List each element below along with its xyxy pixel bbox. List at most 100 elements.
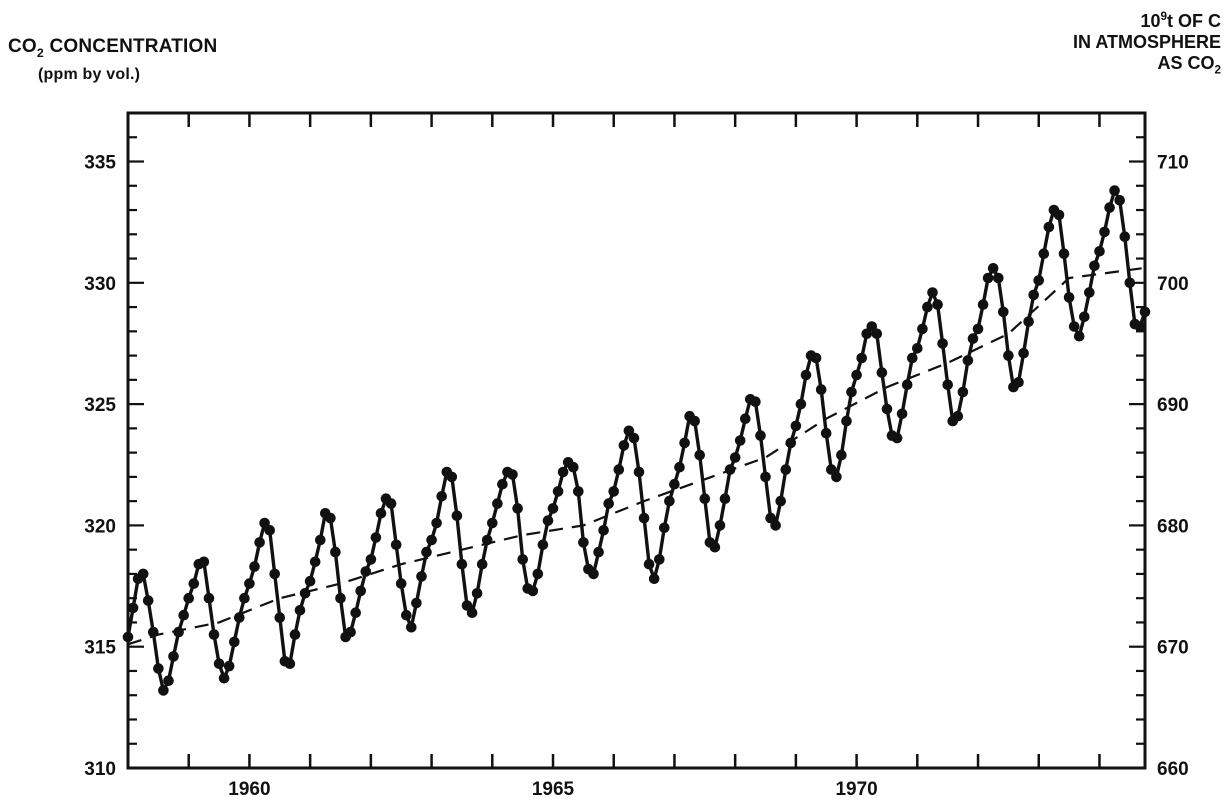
data-point — [775, 495, 786, 507]
data-point — [547, 503, 559, 514]
tick-labels: 1960 1965 1970 310 315 320 325 330 335 660 670 680 6… — [84, 153, 1188, 800]
data-point — [355, 585, 367, 597]
x-tick-label: 1965 — [532, 779, 575, 800]
data-point — [1028, 289, 1039, 301]
data-point — [1043, 221, 1055, 233]
data-point — [755, 430, 766, 441]
data-point — [891, 432, 903, 444]
data-point — [967, 333, 979, 344]
y-tick-label-right: 660 — [1157, 759, 1189, 780]
data-point — [1079, 311, 1090, 323]
data-point — [750, 396, 761, 408]
data-point — [881, 403, 893, 415]
x-tick-label: 1970 — [835, 779, 877, 800]
data-point — [395, 578, 407, 589]
data-point — [846, 386, 857, 398]
right-axis-title: 109t OF C IN ATMOSPHERE AS CO2 — [1072, 10, 1221, 77]
data-point — [223, 660, 235, 672]
data-point — [507, 469, 518, 480]
data-point — [962, 355, 974, 366]
data-point — [512, 503, 523, 514]
data-point — [542, 515, 554, 526]
data-point — [436, 491, 448, 502]
data-point — [593, 546, 604, 558]
data-point — [476, 558, 488, 570]
data-point — [487, 517, 498, 529]
data-point — [613, 464, 625, 475]
axis-ticks — [126, 111, 1145, 770]
data-point — [168, 651, 179, 662]
data-point — [998, 306, 1009, 318]
data-point — [401, 609, 412, 621]
y-tick-label-right: 670 — [1157, 638, 1189, 659]
data-point — [416, 571, 427, 582]
data-point — [173, 626, 184, 638]
data-point — [669, 478, 680, 490]
data-point — [1013, 377, 1024, 388]
data-point — [451, 510, 463, 521]
data-point — [406, 622, 417, 633]
data-point — [218, 672, 230, 684]
data-point — [360, 566, 372, 577]
data-point — [633, 466, 645, 478]
data-point — [876, 367, 888, 378]
data-point — [244, 578, 255, 589]
data-point — [249, 561, 260, 572]
data-point — [1033, 275, 1044, 286]
data-point — [729, 452, 741, 463]
data-point — [284, 658, 296, 669]
left-axis-units: (ppm by vol.) — [38, 65, 141, 83]
data-point — [385, 498, 397, 509]
data-point — [714, 520, 726, 531]
data-point — [578, 537, 589, 548]
data-point — [836, 449, 847, 461]
data-point — [1038, 248, 1050, 259]
data-point — [183, 592, 194, 604]
data-point — [350, 607, 362, 618]
data-point — [254, 537, 265, 548]
y-tick-label-left: 310 — [84, 759, 116, 780]
data-point — [770, 520, 781, 531]
data-point — [654, 554, 665, 565]
data-point — [795, 398, 807, 410]
data-point — [820, 427, 832, 439]
data-point — [411, 597, 422, 609]
data-point — [927, 287, 938, 298]
data-point — [907, 352, 918, 364]
data-point — [740, 413, 751, 425]
data-point — [431, 517, 442, 529]
y-tick-label-left: 335 — [84, 153, 116, 174]
data-point — [208, 629, 220, 640]
data-point — [234, 612, 245, 623]
data-point — [618, 440, 630, 451]
y-tick-label-right: 680 — [1157, 516, 1189, 537]
data-point — [993, 272, 1004, 284]
data-point — [1073, 330, 1085, 342]
data-point — [790, 420, 802, 432]
data-point — [709, 541, 721, 553]
data-point — [896, 408, 908, 420]
data-point — [229, 636, 240, 648]
data-point — [952, 410, 964, 422]
data-point — [659, 522, 670, 534]
data-point — [972, 323, 984, 335]
data-point — [1068, 321, 1080, 332]
data-point — [198, 556, 210, 568]
data-point — [1109, 185, 1120, 196]
data-point — [492, 498, 503, 509]
data-point — [638, 512, 650, 524]
y-tick-label-left: 330 — [84, 274, 116, 295]
y-tick-label-right: 690 — [1157, 395, 1189, 416]
data-point — [127, 602, 139, 614]
data-point — [294, 605, 306, 616]
data-point — [1124, 277, 1136, 289]
y-tick-label-left: 315 — [84, 638, 116, 659]
data-point — [239, 592, 250, 604]
data-point — [724, 464, 736, 475]
data-point — [1094, 246, 1105, 257]
data-point — [734, 435, 746, 446]
data-point — [689, 415, 700, 427]
data-point — [178, 609, 189, 621]
y-tick-label-right: 700 — [1157, 274, 1189, 295]
data-point — [552, 486, 564, 497]
